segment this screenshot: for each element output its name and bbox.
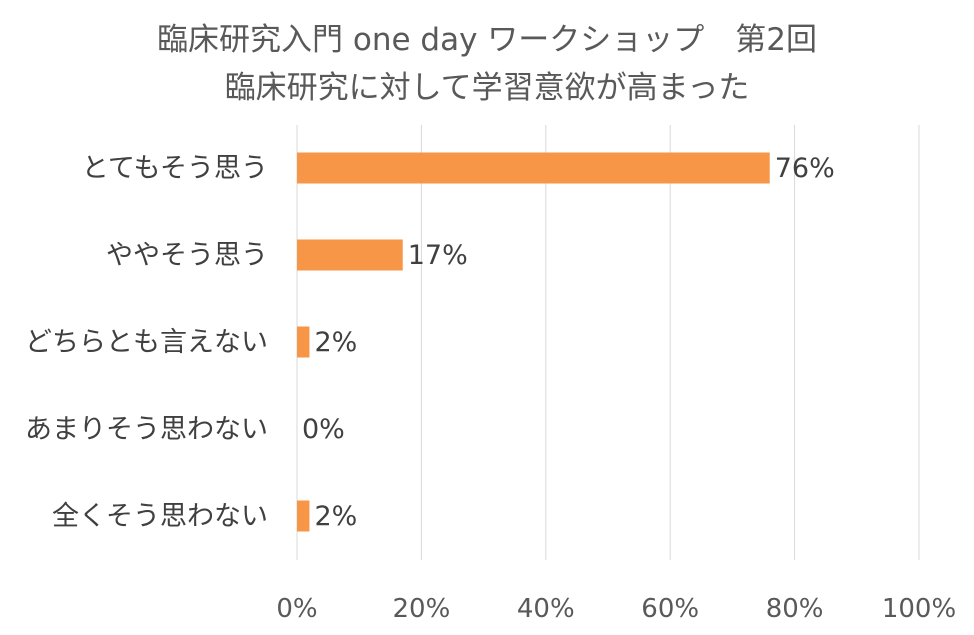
category-label: ややそう思う bbox=[106, 240, 268, 271]
data-labels: 76% 17% 2% 0% 2% bbox=[302, 153, 835, 532]
chart-subtitle: 臨床研究に対して学習意欲が高まった bbox=[224, 70, 750, 106]
bar bbox=[297, 239, 403, 271]
x-tick-label: 80% bbox=[766, 594, 824, 624]
x-tick-label: 0% bbox=[276, 594, 317, 624]
bar bbox=[297, 500, 310, 532]
x-tick-label: 20% bbox=[393, 594, 451, 624]
category-label: どちらとも言えない bbox=[25, 327, 268, 358]
data-label: 2% bbox=[314, 501, 357, 532]
x-tick-labels: 0% 20% 40% 60% 80% 100% bbox=[276, 594, 956, 624]
category-label: とてもそう思う bbox=[82, 153, 268, 184]
x-tick-label: 100% bbox=[882, 594, 956, 624]
bar bbox=[297, 152, 770, 184]
x-tick-label: 40% bbox=[517, 594, 575, 624]
data-label: 0% bbox=[302, 414, 345, 445]
bars bbox=[297, 152, 770, 532]
category-label: 全くそう思わない bbox=[52, 501, 268, 532]
x-tick-label: 60% bbox=[641, 594, 699, 624]
data-label: 2% bbox=[314, 327, 357, 358]
chart-title: 臨床研究入門 one day ワークショップ 第2回 bbox=[157, 22, 817, 58]
data-label: 17% bbox=[408, 240, 468, 271]
data-label: 76% bbox=[775, 153, 835, 184]
bar bbox=[297, 326, 310, 358]
category-label: あまりそう思わない bbox=[25, 414, 268, 445]
gridlines bbox=[296, 125, 920, 560]
